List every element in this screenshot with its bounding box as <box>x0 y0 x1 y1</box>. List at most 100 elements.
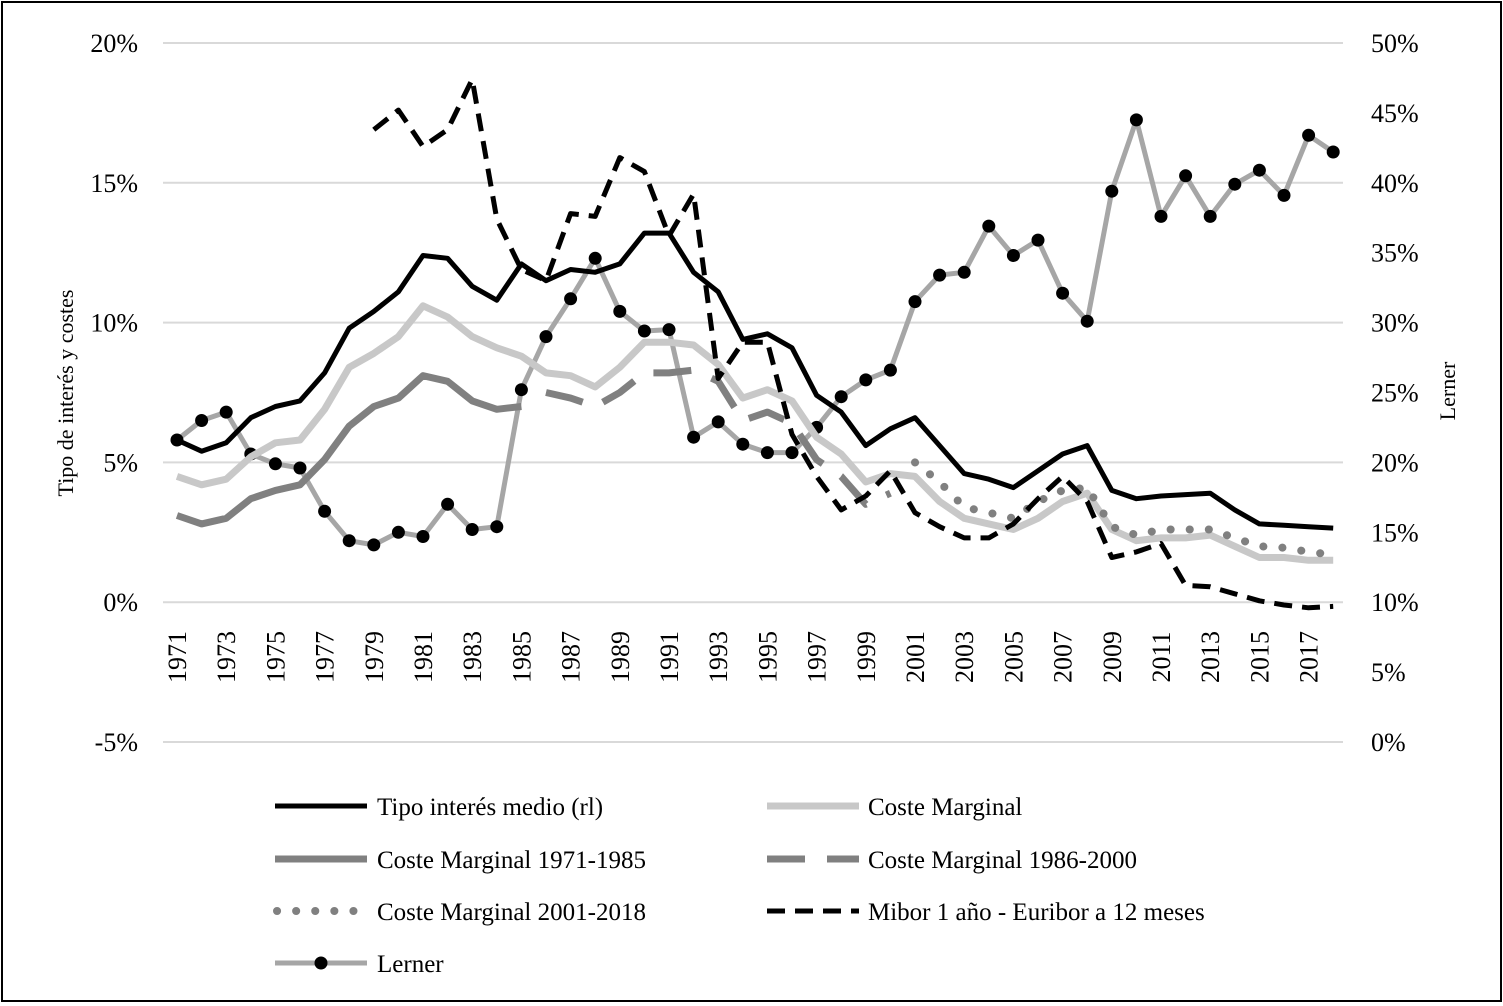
lerner-point <box>1302 128 1316 142</box>
x-tick-label: 1987 <box>557 631 586 683</box>
x-tick-label: 2011 <box>1147 631 1176 682</box>
lerner-point <box>883 363 897 377</box>
lerner-point <box>687 430 701 444</box>
lerner-point <box>736 437 750 451</box>
lerner-point <box>588 251 602 265</box>
legend-item-lerner: Lerner <box>275 951 444 978</box>
lerner-point <box>1228 177 1242 191</box>
lerner-point <box>1326 145 1340 159</box>
y2-tick-label: 10% <box>1371 588 1419 617</box>
lerner-point <box>539 330 553 344</box>
lerner-point <box>613 304 627 318</box>
lerner-point <box>1179 169 1193 183</box>
lerner-point <box>1056 286 1070 300</box>
series-line-coste-marginal-1986-2000 <box>545 366 892 508</box>
legend-item-cm-2001-2018: Coste Marginal 2001-2018 <box>273 899 646 926</box>
x-tick-label: 1991 <box>655 631 684 683</box>
lerner-point <box>416 530 430 543</box>
lerner-point <box>318 504 332 518</box>
lerner-point <box>1129 113 1143 127</box>
y2-tick-label: 35% <box>1371 239 1419 268</box>
lerner-point <box>957 265 971 279</box>
series-line-tipo-inter-s-medio-rl <box>175 230 1334 531</box>
lerner-point <box>367 538 381 552</box>
lerner-point <box>514 383 528 397</box>
y2-tick-label: 25% <box>1371 379 1419 408</box>
lerner-point <box>711 415 725 429</box>
legend: Tipo interés medio (rl) Coste Marginal C… <box>273 794 1205 978</box>
x-tick-label: 2001 <box>901 631 930 683</box>
lerner-point <box>1252 163 1266 177</box>
legend-item-mibor: Mibor 1 año - Euribor a 12 meses <box>767 899 1205 926</box>
lerner-point <box>1031 233 1045 247</box>
legend-item-coste-marginal: Coste Marginal <box>767 794 1022 821</box>
lerner-point <box>760 446 774 460</box>
y2-tick-label: 20% <box>1371 448 1419 477</box>
x-tick-label: 1983 <box>458 631 487 683</box>
x-tick-label: 1977 <box>311 631 340 683</box>
chart-svg: -5% 0% 5% 10% 15% 20% 0% 5% 10% 15% 20% 25% 30% 35% 4… <box>53 29 1460 978</box>
x-tick-label: 2007 <box>1049 631 1078 683</box>
series-line-coste-marginal <box>175 302 1334 564</box>
y-tick-label: -5% <box>95 728 138 757</box>
x-tick-label: 2015 <box>1245 631 1274 683</box>
x-tick-label: 2009 <box>1098 631 1127 683</box>
x-tick-label: 1985 <box>507 631 536 683</box>
lerner-point <box>1080 314 1094 328</box>
series-line-coste-marginal-1971-1985 <box>175 372 522 528</box>
x-tick-label: 2017 <box>1295 631 1324 683</box>
lerner-point <box>908 295 922 309</box>
y-axis-title: Tipo de interés y costes <box>53 290 78 497</box>
x-tick-label: 1999 <box>852 631 881 683</box>
lerner-point <box>293 461 307 475</box>
lerner-point <box>441 497 455 511</box>
lerner-point <box>1154 209 1168 223</box>
x-tick-label: 1989 <box>606 631 635 683</box>
series-layer <box>170 76 1340 611</box>
lerner-point <box>1277 188 1291 202</box>
x-tick-label: 1971 <box>163 631 192 683</box>
y2-tick-label: 40% <box>1371 169 1419 198</box>
y2-axis-title: Lerner <box>1435 361 1460 420</box>
lerner-point <box>637 324 651 338</box>
y-tick-label: 0% <box>103 588 138 617</box>
lerner-point <box>195 414 209 427</box>
y2-axis-ticks: 0% 5% 10% 15% 20% 25% 30% 35% 40% 45% 50% <box>1371 29 1419 757</box>
y-tick-label: 5% <box>103 448 138 477</box>
y2-tick-label: 5% <box>1371 658 1406 687</box>
lerner-point <box>662 323 676 337</box>
x-axis-ticks: 1971 1973 1975 1977 1979 1981 1983 1985 1987 1989… <box>163 631 1324 683</box>
legend-item-cm-1971-1985: Coste Marginal 1971-1985 <box>275 847 646 874</box>
lerner-point <box>1203 209 1217 223</box>
lerner-point <box>391 525 405 539</box>
x-tick-label: 2013 <box>1196 631 1225 683</box>
lerner-point <box>859 373 873 387</box>
lerner-point <box>1105 184 1119 198</box>
x-tick-label: 1981 <box>409 631 438 683</box>
y2-tick-label: 0% <box>1371 728 1406 757</box>
y-tick-label: 20% <box>90 29 138 58</box>
legend-label-coste-marginal: Coste Marginal <box>868 794 1022 821</box>
lerner-point <box>268 457 282 471</box>
lerner-point <box>933 268 947 282</box>
legend-label-lerner: Lerner <box>377 951 444 978</box>
lerner-point <box>490 520 504 534</box>
lerner-point <box>834 390 848 404</box>
lerner-point <box>465 523 479 536</box>
x-tick-label: 2003 <box>950 631 979 683</box>
x-tick-label: 2005 <box>999 631 1028 683</box>
y-axis-ticks: -5% 0% 5% 10% 15% 20% <box>90 29 138 757</box>
lerner-point <box>785 446 799 460</box>
legend-marker-lerner <box>314 956 328 970</box>
x-tick-label: 1975 <box>261 631 290 683</box>
lerner-point <box>564 292 578 306</box>
lerner-point <box>342 534 356 548</box>
x-tick-label: 1997 <box>803 631 832 683</box>
legend-item-tipo: Tipo interés medio (rl) <box>275 794 603 821</box>
y2-tick-label: 15% <box>1371 518 1419 547</box>
y-tick-label: 15% <box>90 169 138 198</box>
y2-tick-label: 30% <box>1371 309 1419 338</box>
legend-label-mibor: Mibor 1 año - Euribor a 12 meses <box>868 899 1205 926</box>
y2-tick-label: 50% <box>1371 29 1419 58</box>
